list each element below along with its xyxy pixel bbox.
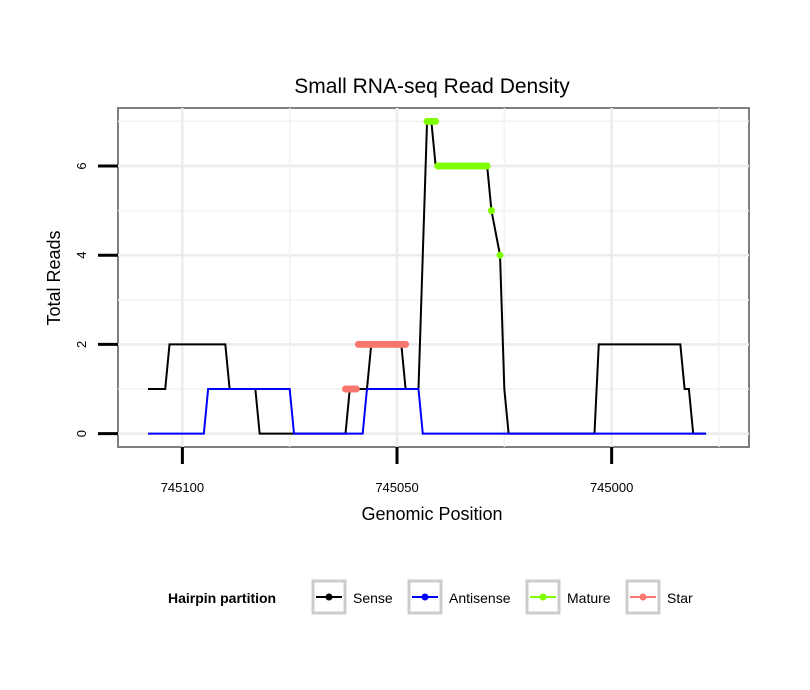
legend-key-point <box>325 593 333 601</box>
y-tick-label: 0 <box>74 430 89 437</box>
legend-label: Mature <box>567 590 611 606</box>
y-tick-label: 4 <box>74 252 89 259</box>
x-tick-label: 745100 <box>161 480 204 495</box>
data-point-star <box>352 385 360 393</box>
y-axis-label: Total Reads <box>44 230 64 325</box>
data-point-mature <box>496 251 504 259</box>
legend-item-star: Star <box>625 579 693 615</box>
legend-item-antisense: Antisense <box>407 579 511 615</box>
series-group <box>148 117 707 435</box>
legend: Hairpin partition Sense Antisense Mature St… <box>168 579 693 615</box>
series-line-antisense <box>148 388 707 435</box>
data-point-mature <box>483 162 491 170</box>
legend-title: Hairpin partition <box>168 590 276 606</box>
legend-item-sense: Sense <box>311 579 393 615</box>
y-axis: 0 2 4 6 <box>74 162 118 437</box>
x-axis: 745100 745050 745000 <box>161 447 633 495</box>
y-tick-label: 6 <box>74 162 89 169</box>
x-axis-label: Genomic Position <box>361 504 502 524</box>
data-point-mature <box>487 207 495 215</box>
legend-label: Star <box>667 590 693 606</box>
data-point-mature <box>432 117 440 125</box>
legend-key-point <box>421 593 429 601</box>
y-tick-label: 2 <box>74 341 89 348</box>
x-tick-label: 745000 <box>590 480 633 495</box>
legend-items: Sense Antisense Mature Star <box>311 579 693 615</box>
legend-label: Antisense <box>449 590 511 606</box>
legend-item-mature: Mature <box>525 579 611 615</box>
chart-title: Small RNA-seq Read Density <box>294 75 570 98</box>
plot-background <box>117 107 750 448</box>
plot-panel <box>117 107 750 448</box>
legend-label: Sense <box>353 590 393 606</box>
legend-key-point <box>639 593 647 601</box>
x-tick-label: 745050 <box>375 480 418 495</box>
legend-key-point <box>539 593 547 601</box>
data-point-star <box>402 340 410 348</box>
